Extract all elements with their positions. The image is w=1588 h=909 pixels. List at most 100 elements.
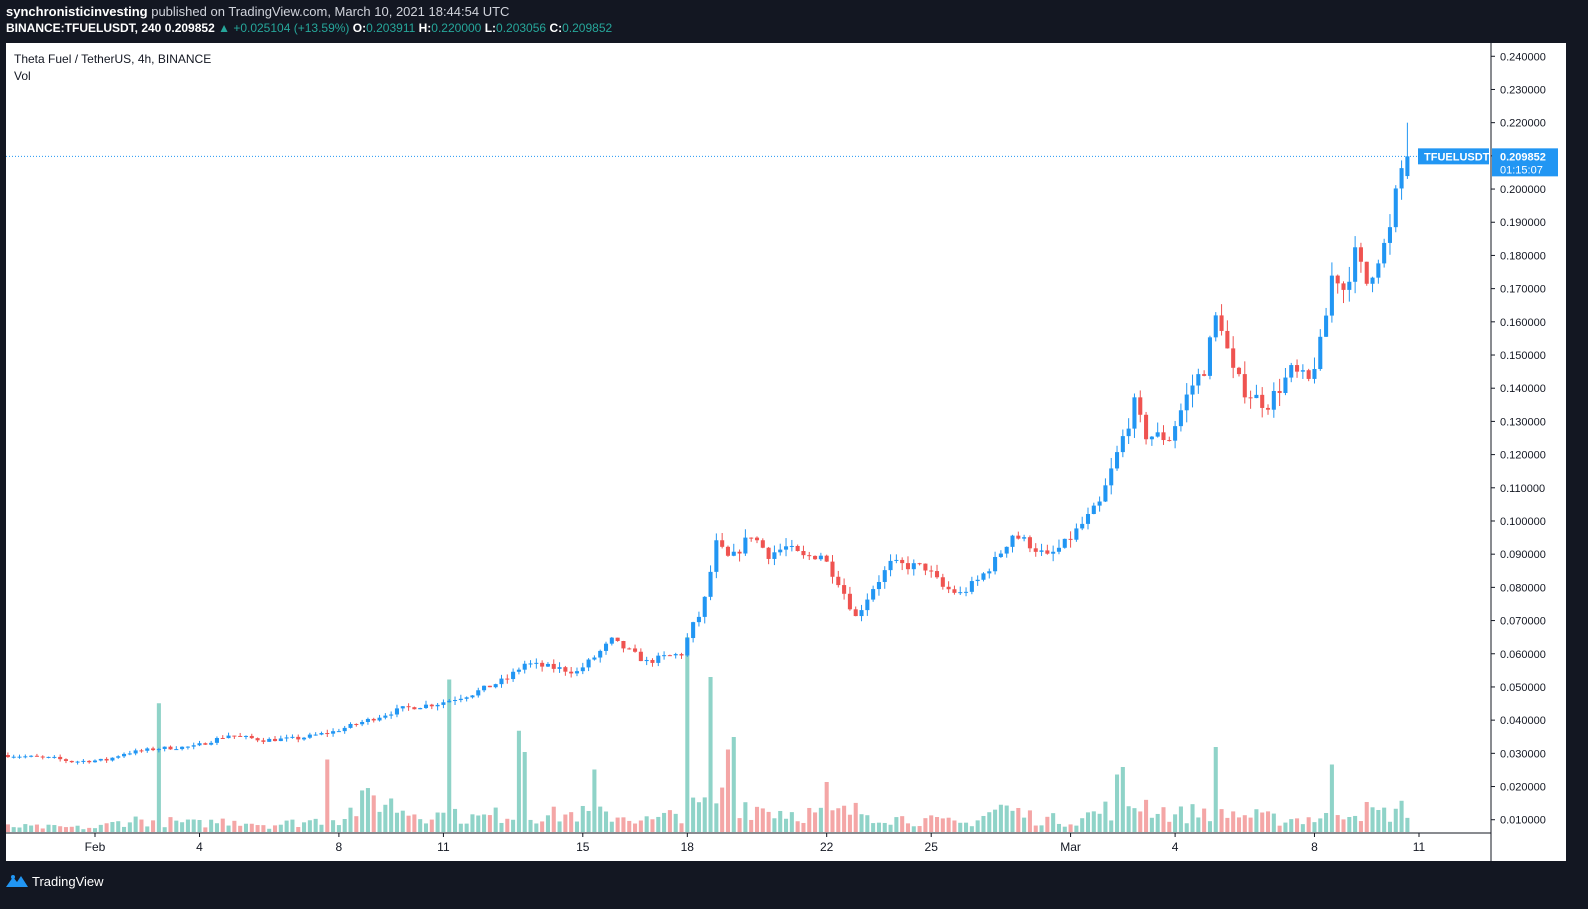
price-tick-label: 0.060000 [1500, 649, 1546, 661]
candle [1190, 374, 1195, 408]
volume-bar [313, 818, 318, 832]
volume-bar [580, 805, 585, 832]
candle-body [63, 759, 68, 761]
volume-bar [656, 816, 661, 832]
volume-bar [801, 822, 806, 832]
candle [615, 637, 620, 642]
candle [389, 711, 394, 719]
volume-bar [1062, 826, 1067, 832]
candle-body [516, 669, 521, 672]
candle [905, 556, 911, 575]
volume-bar [133, 816, 138, 832]
candle [11, 754, 16, 759]
candle-body [226, 735, 231, 739]
volume-bar [1306, 817, 1311, 832]
volume-bar [1382, 807, 1387, 832]
author-name[interactable]: synchronisticinvesting [6, 4, 148, 19]
candle [209, 740, 214, 746]
volume-legend: Vol [14, 69, 31, 83]
volume-bar [98, 824, 103, 832]
candle [6, 752, 10, 758]
candle [1045, 544, 1050, 555]
candle [133, 748, 138, 756]
candle-body [847, 593, 852, 610]
candle-body [493, 684, 498, 688]
time-tick-label: Feb [85, 840, 106, 854]
candle [1062, 538, 1067, 549]
volume-bar [493, 807, 498, 832]
candle [1382, 238, 1387, 268]
candle [162, 746, 167, 752]
price-axis[interactable]: 0.010000 0.020000 0.030000 0.040000 0.050000… [1490, 43, 1546, 861]
candle-body [209, 742, 214, 745]
volume-bar [900, 816, 905, 832]
volume-bar [29, 825, 34, 832]
candle [325, 729, 330, 737]
candle [220, 735, 225, 739]
candle [644, 656, 649, 666]
time-axis[interactable]: Feb 4 8 11 15 18 22 25 Mar 4 8 11 [6, 832, 1491, 854]
volume-bar [574, 821, 580, 832]
candle-body [336, 731, 341, 733]
tag-price: 0.209852 [1500, 151, 1546, 163]
candle-body [1126, 428, 1131, 437]
candle [1178, 403, 1183, 432]
candle [1370, 276, 1375, 293]
candle [801, 545, 806, 559]
candle [1358, 242, 1363, 273]
candle-body [92, 760, 98, 763]
candle [249, 733, 254, 739]
time-tick-label: 11 [437, 840, 450, 854]
volume-bar [1318, 818, 1323, 832]
tag-symbol: TFUELUSDT [1424, 151, 1490, 163]
time-tick-label: 18 [681, 840, 695, 854]
candle [1335, 274, 1340, 294]
candle [1341, 281, 1346, 304]
candle-body [284, 737, 289, 739]
volume-bar [1103, 801, 1108, 832]
candle-body [714, 540, 719, 572]
candle [470, 695, 475, 699]
candle [81, 759, 86, 764]
candle-body [174, 749, 179, 751]
candle-body [720, 540, 725, 547]
candle-body [307, 734, 312, 738]
volume-bar [87, 827, 92, 832]
candle [1324, 307, 1329, 338]
candle-body [1213, 315, 1218, 338]
candle-body [1399, 168, 1404, 189]
candle [528, 660, 533, 668]
candle [197, 740, 202, 747]
candle [958, 586, 963, 596]
candle [1236, 366, 1242, 377]
candle-body [1051, 551, 1056, 554]
volume-bar [75, 825, 80, 832]
volume-bar [964, 822, 969, 832]
time-tick-label: 25 [925, 840, 939, 854]
candle [853, 606, 858, 617]
volume-bar [162, 827, 167, 832]
volume-bar [1068, 824, 1073, 832]
volume-bar [1399, 800, 1404, 832]
volume-bar [342, 818, 347, 832]
candle-body [1068, 538, 1073, 540]
volume-bar [882, 822, 887, 832]
candle [569, 667, 574, 678]
candle-body [964, 591, 969, 593]
volume-bar [145, 826, 150, 832]
tradingview-logo[interactable]: TradingView [6, 873, 104, 889]
candle [522, 660, 527, 674]
high-label: H: [418, 21, 432, 35]
volume-bar [998, 804, 1003, 832]
chart-panel[interactable]: 0.010000 0.020000 0.030000 0.040000 0.050000… [6, 43, 1566, 861]
candle-body [1358, 247, 1363, 262]
candle [894, 554, 899, 564]
candle-body [1248, 397, 1253, 399]
candle [87, 760, 92, 764]
candle-body [87, 760, 92, 763]
candle [226, 732, 231, 739]
candle-body [882, 570, 887, 582]
price-chart[interactable]: 0.010000 0.020000 0.030000 0.040000 0.050000… [6, 43, 1566, 861]
candle-body [1120, 436, 1125, 453]
volume-bar [389, 798, 394, 832]
